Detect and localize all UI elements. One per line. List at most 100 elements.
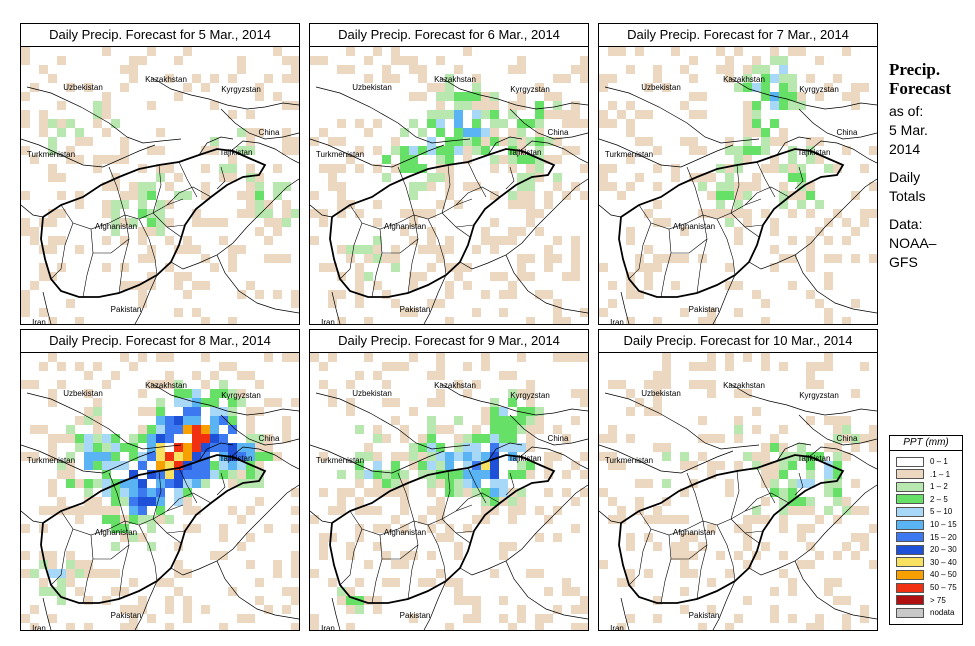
- precip-cell: [490, 452, 499, 461]
- precip-cell: [93, 434, 102, 443]
- precip-cell: [373, 146, 382, 155]
- precip-cell: [228, 479, 237, 488]
- precip-cell: [517, 65, 526, 74]
- precip-cell: [246, 182, 255, 191]
- precip-cell: [373, 506, 382, 515]
- precip-cell: [806, 497, 815, 506]
- precip-cell: [499, 272, 508, 281]
- precip-cell: [481, 488, 490, 497]
- forecast-panel-mar5: Daily Precip. Forecast for 5 Mar., 2014 …: [20, 23, 300, 325]
- precip-cell: [833, 479, 842, 488]
- precip-cell: [779, 515, 788, 524]
- precip-cell: [111, 209, 120, 218]
- precip-cell: [725, 146, 734, 155]
- precip-cell: [608, 497, 617, 506]
- precip-cell: [237, 389, 246, 398]
- precip-cell: [273, 47, 282, 56]
- precip-cell: [481, 137, 490, 146]
- precip-cell: [391, 299, 400, 308]
- precip-cell: [472, 245, 481, 254]
- precip-cell: [66, 83, 75, 92]
- precip-cell: [156, 128, 165, 137]
- precip-cell: [535, 416, 544, 425]
- precip-cell: [84, 83, 93, 92]
- precip-cell: [653, 263, 662, 272]
- precip-cell: [328, 533, 337, 542]
- country-border: [21, 444, 156, 474]
- precip-cell: [499, 614, 508, 623]
- legend-label: 10 – 15: [930, 520, 957, 529]
- precip-cell: [689, 461, 698, 470]
- precip-cell: [228, 461, 237, 470]
- precip-cell: [797, 497, 806, 506]
- precip-cell: [346, 407, 355, 416]
- precip-cell: [499, 155, 508, 164]
- precip-cell: [716, 209, 725, 218]
- panel-title: Daily Precip. Forecast for 9 Mar., 2014: [310, 330, 588, 353]
- precip-cell: [346, 398, 355, 407]
- precip-cell: [770, 263, 779, 272]
- precip-cell: [806, 623, 815, 630]
- precip-cell: [797, 164, 806, 173]
- precip-cell: [707, 461, 716, 470]
- precip-cell: [255, 209, 264, 218]
- precip-cell: [680, 254, 689, 263]
- precip-cell: [264, 443, 273, 452]
- precip-cell: [499, 290, 508, 299]
- precip-cell: [463, 263, 472, 272]
- precip-cell: [364, 560, 373, 569]
- precip-cell: [183, 407, 192, 416]
- precip-cell: [39, 362, 48, 371]
- precip-cell: [138, 182, 147, 191]
- precip-cell: [472, 434, 481, 443]
- province-border: [730, 470, 740, 520]
- precip-cell: [39, 272, 48, 281]
- precip-cell: [788, 101, 797, 110]
- precip-cell: [264, 200, 273, 209]
- country-border: [798, 108, 877, 140]
- precip-cell: [553, 137, 562, 146]
- precip-cell: [499, 119, 508, 128]
- precip-cell: [84, 416, 93, 425]
- precip-cell: [111, 497, 120, 506]
- precip-cell: [147, 101, 156, 110]
- precip-cell: [156, 497, 165, 506]
- precip-cell: [580, 65, 588, 74]
- precip-map: Uzbekistan Kazakhstan Kyrgyzstan China Turkm…: [21, 47, 299, 324]
- precip-cell: [463, 101, 472, 110]
- precip-cell: [192, 416, 201, 425]
- precip-cell: [210, 218, 219, 227]
- map-label: Kazakhstan: [723, 75, 765, 84]
- precip-cell: [75, 506, 84, 515]
- precip-cell: [111, 443, 120, 452]
- precip-cell: [57, 578, 66, 587]
- precip-cell: [734, 227, 743, 236]
- precip-cell: [842, 542, 851, 551]
- precip-cell: [174, 308, 183, 317]
- precip-cell: [544, 137, 553, 146]
- precip-cell: [463, 92, 472, 101]
- precip-cell: [237, 515, 246, 524]
- precip-cell: [779, 524, 788, 533]
- precip-cell: [454, 272, 463, 281]
- precip-cell: [445, 452, 454, 461]
- precip-cell: [391, 254, 400, 263]
- precip-cell: [382, 290, 391, 299]
- precip-cell: [147, 434, 156, 443]
- precip-cell: [57, 587, 66, 596]
- precip-cell: [680, 308, 689, 317]
- precip-cell: [120, 191, 129, 200]
- legend-entry: 5 – 10: [896, 506, 952, 517]
- precip-cell: [743, 101, 752, 110]
- precip-cell: [842, 623, 851, 630]
- precip-cell: [752, 407, 761, 416]
- precip-cell: [165, 218, 174, 227]
- precip-cell: [481, 407, 490, 416]
- precip-cell: [409, 119, 418, 128]
- precip-cell: [21, 47, 30, 56]
- province-border: [505, 166, 515, 190]
- precip-cell: [382, 578, 391, 587]
- precip-cell: [147, 425, 156, 434]
- precip-cell: [165, 263, 174, 272]
- precip-cell: [391, 56, 400, 65]
